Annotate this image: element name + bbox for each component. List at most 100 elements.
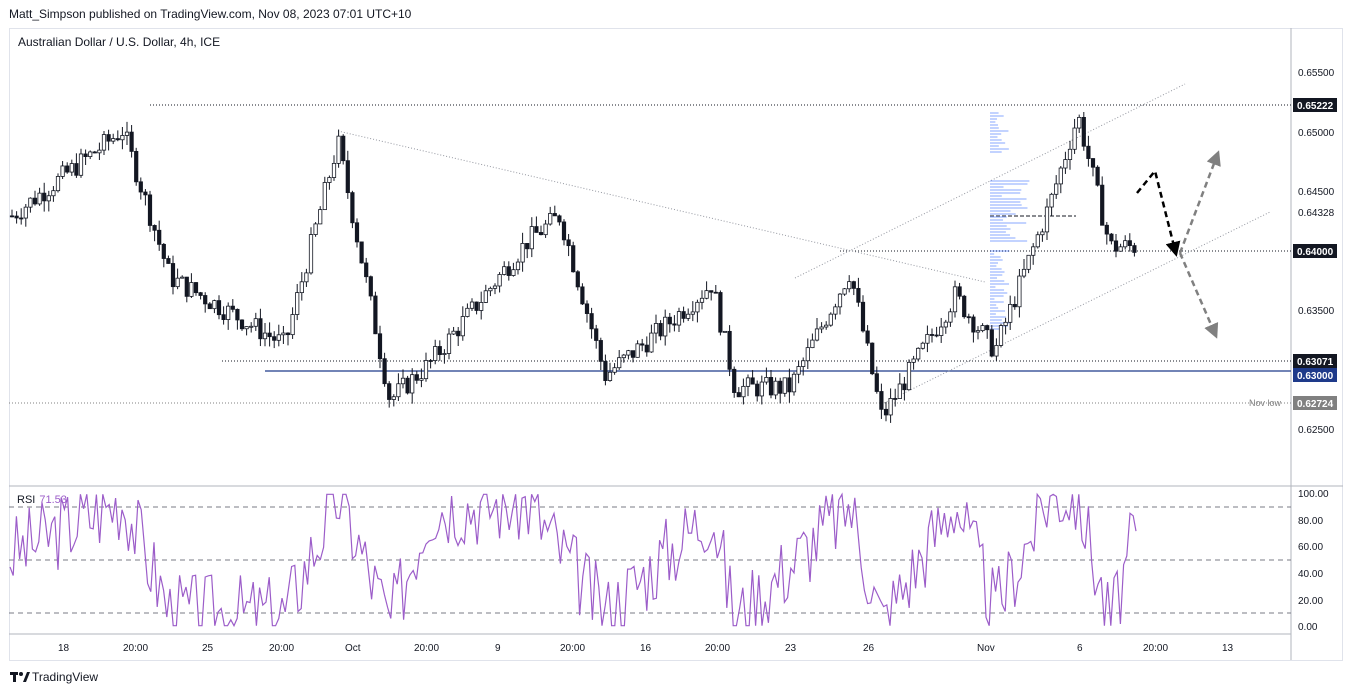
- volume-profile-bar: [990, 145, 999, 147]
- candle-down: [341, 135, 346, 162]
- candle-up: [442, 353, 447, 355]
- candle-up: [1003, 321, 1008, 326]
- candle-up: [396, 383, 401, 398]
- candle-down: [856, 287, 861, 303]
- channel-upper-line: [794, 83, 1186, 279]
- candle-up: [249, 325, 254, 328]
- price-label-0.63: 0.63000: [1297, 371, 1334, 382]
- candle-down: [538, 232, 544, 236]
- candle-down: [414, 374, 419, 381]
- candle-up: [1021, 268, 1027, 277]
- candle-up: [111, 138, 116, 142]
- candle-down: [732, 368, 737, 393]
- time-axis[interactable]: 18 20:00 25 20:00 Oct 20:00 9 20:00 16 2…: [58, 643, 1234, 654]
- candle-down: [594, 328, 599, 341]
- price-label-0.63071-bg: [1293, 354, 1337, 368]
- candle-up: [60, 165, 65, 177]
- candle-down: [170, 263, 176, 288]
- candle-up: [46, 195, 51, 202]
- candle-down: [750, 377, 755, 385]
- volume-profile: [990, 112, 1030, 330]
- volume-profile-bar: [990, 124, 998, 126]
- volume-profile-bar: [990, 207, 1028, 209]
- projection-arrow-grey-up: [1178, 150, 1221, 254]
- candle-down: [203, 295, 208, 305]
- volume-profile-bar: [990, 136, 998, 138]
- candle-up: [336, 135, 341, 164]
- candle-up: [888, 398, 893, 416]
- price-tick: 0.64328: [1298, 208, 1335, 219]
- candle-up: [483, 290, 488, 303]
- candle-up: [699, 297, 705, 303]
- volume-profile-bar: [990, 130, 1009, 132]
- candle-up: [663, 316, 668, 337]
- candle-down: [474, 301, 479, 311]
- candle-up: [791, 373, 797, 393]
- volume-profile-bar: [990, 219, 1004, 221]
- candle-down: [658, 323, 663, 337]
- candle-down: [957, 286, 962, 297]
- volume-profile-bar: [990, 225, 1007, 227]
- candle-down: [216, 300, 222, 316]
- projection-arrow-grey-down: [1178, 252, 1219, 339]
- candle-down: [267, 332, 272, 338]
- candle-down: [865, 330, 870, 344]
- candle-down: [258, 318, 263, 340]
- candle-up: [318, 209, 323, 225]
- candle-down: [966, 316, 971, 319]
- volume-profile-bar: [990, 253, 995, 255]
- volume-profile-bar: [990, 192, 1021, 194]
- volume-profile-bar: [990, 118, 997, 120]
- candle-up: [722, 330, 728, 333]
- candle-up: [290, 314, 295, 336]
- candle-up: [1077, 117, 1082, 129]
- candle-down: [640, 343, 645, 346]
- volume-profile-bar: [990, 240, 1028, 242]
- candle-up: [607, 371, 613, 381]
- time-tick: Oct: [345, 643, 361, 654]
- price-label-nov-low: 0.62724: [1297, 399, 1334, 410]
- candle-up: [469, 301, 475, 309]
- volume-profile-bar: [990, 228, 1011, 230]
- candle-down: [534, 226, 539, 233]
- candle-up: [906, 361, 912, 391]
- volume-profile-bar: [990, 274, 1003, 276]
- candle-down: [345, 160, 350, 194]
- volume-profile-bar: [990, 316, 1006, 318]
- candle-down: [787, 377, 792, 393]
- volume-profile-bar: [990, 204, 1022, 206]
- candle-down: [198, 292, 203, 296]
- candle-up: [805, 347, 810, 362]
- price-axis[interactable]: 0.65500 0.65000 0.64500 0.64328 0.63500 …: [1298, 68, 1335, 436]
- candle-down: [870, 342, 875, 375]
- candle-up: [212, 300, 217, 310]
- candle-up: [939, 326, 944, 336]
- volume-profile-bar: [990, 115, 1004, 117]
- candle-up: [980, 325, 985, 332]
- rsi-line: [9, 492, 1137, 628]
- candle-up: [451, 330, 456, 335]
- candle-up: [828, 313, 833, 326]
- candle-down: [525, 243, 530, 250]
- price-label-0.63071: 0.63071: [1297, 357, 1334, 368]
- time-tick: 13: [1222, 643, 1234, 654]
- rsi-tick: 0.00: [1298, 622, 1318, 633]
- candle-up: [391, 396, 396, 400]
- candle-up: [824, 324, 829, 328]
- candle-down: [387, 383, 392, 400]
- candle-up: [916, 347, 921, 360]
- candle-down: [377, 333, 383, 360]
- candle-up: [502, 266, 507, 275]
- candle-down: [755, 383, 760, 397]
- volume-profile-bar: [990, 328, 1001, 330]
- candle-up: [847, 281, 852, 290]
- volume-profile-bar: [990, 139, 1002, 141]
- candle-up: [897, 383, 902, 399]
- candle-up: [704, 290, 709, 299]
- candle-up: [994, 345, 999, 357]
- candle-up: [419, 378, 424, 381]
- candle-up: [741, 385, 746, 398]
- rsi-axis[interactable]: 100.00 80.00 60.00 40.00 20.00 0.00: [1298, 489, 1329, 633]
- candle-down: [883, 408, 889, 416]
